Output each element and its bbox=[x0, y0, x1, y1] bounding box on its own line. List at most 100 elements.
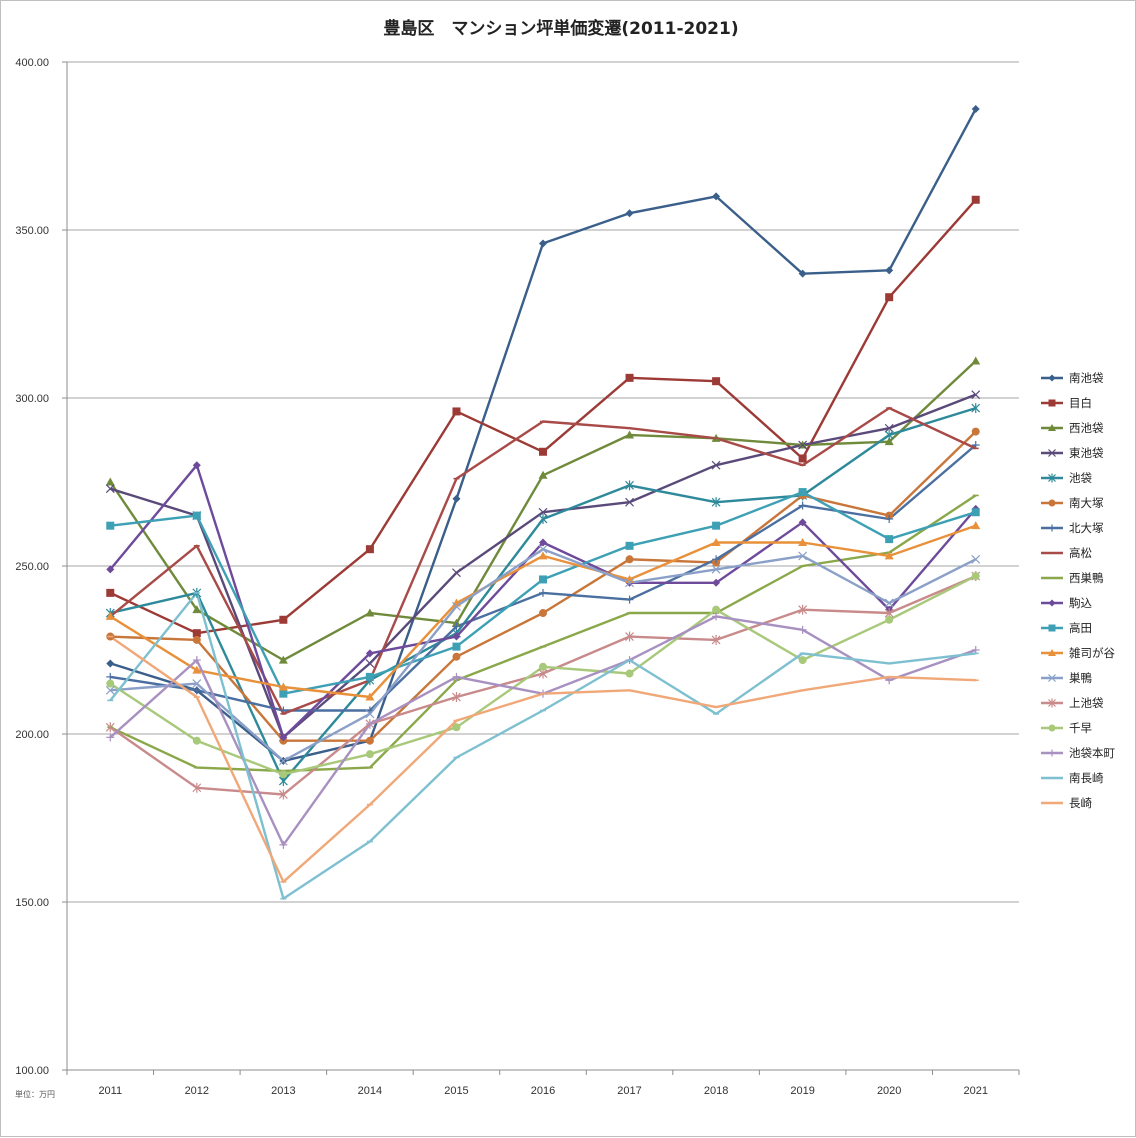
legend-item: 西池袋 bbox=[1041, 421, 1104, 435]
chart-title: 豊島区 マンション坪単価変遷(2011-2021) bbox=[383, 18, 738, 39]
data-point bbox=[712, 192, 721, 201]
legend-item: 雑司が谷 bbox=[1041, 646, 1115, 660]
x-tick-label: 2011 bbox=[98, 1085, 122, 1097]
data-point bbox=[625, 497, 634, 507]
series-marker-group bbox=[106, 195, 980, 638]
data-point bbox=[712, 578, 721, 587]
data-point bbox=[192, 635, 201, 644]
x-tick-label: 2017 bbox=[617, 1085, 641, 1097]
legend-swatch-marker bbox=[1048, 399, 1056, 407]
data-point bbox=[538, 513, 548, 524]
x-axis-tick-labels: 2011 2012 2013 2014 2015 2016 2017 2018 2019 2020… bbox=[98, 1085, 988, 1097]
data-point bbox=[884, 423, 894, 433]
legend-swatch-marker bbox=[1048, 524, 1056, 532]
data-point bbox=[625, 541, 634, 550]
legend-label: 目白 bbox=[1069, 396, 1092, 410]
legend-item: 駒込 bbox=[1041, 596, 1092, 610]
data-point bbox=[971, 403, 981, 414]
marker-stroke bbox=[625, 497, 634, 507]
legend-item: 巣鴨 bbox=[1041, 671, 1092, 685]
data-point bbox=[452, 723, 461, 732]
data-point bbox=[885, 266, 894, 275]
data-point bbox=[798, 537, 808, 546]
data-point bbox=[106, 659, 115, 668]
x-tick-label: 2016 bbox=[531, 1085, 555, 1097]
data-point bbox=[538, 544, 548, 554]
data-point bbox=[192, 782, 202, 793]
data-point bbox=[711, 537, 721, 546]
data-point bbox=[539, 538, 547, 547]
data-point bbox=[105, 685, 115, 695]
data-point bbox=[105, 722, 115, 733]
data-point bbox=[798, 551, 808, 561]
legend-swatch-marker bbox=[1048, 424, 1056, 431]
data-point bbox=[798, 656, 807, 665]
data-point bbox=[712, 612, 721, 621]
data-point bbox=[971, 572, 980, 581]
data-point bbox=[365, 736, 374, 745]
data-point bbox=[106, 672, 115, 681]
marker-stroke bbox=[798, 440, 808, 450]
data-point bbox=[192, 736, 201, 745]
data-point bbox=[539, 447, 547, 456]
data-point bbox=[452, 642, 461, 651]
data-point bbox=[278, 756, 288, 766]
data-point bbox=[365, 649, 374, 658]
data-point bbox=[971, 105, 980, 114]
data-point bbox=[798, 518, 807, 527]
data-point bbox=[279, 733, 288, 742]
marker-stroke bbox=[1048, 674, 1056, 682]
data-point bbox=[884, 598, 894, 608]
data-point bbox=[192, 461, 201, 470]
marker-stroke bbox=[1048, 449, 1056, 457]
y-axis-tick-labels: 100.00 150.00 200.00 250.00 300.00 350.00 400.… bbox=[15, 57, 49, 1077]
data-point bbox=[452, 407, 461, 416]
legend-item: 南長崎 bbox=[1041, 771, 1104, 785]
data-point bbox=[884, 551, 894, 560]
data-point bbox=[106, 521, 115, 530]
marker-stroke bbox=[105, 685, 115, 695]
data-point bbox=[278, 789, 288, 800]
legend-item: 南大塚 bbox=[1041, 496, 1104, 510]
data-point bbox=[971, 508, 980, 517]
x-tick-label: 2019 bbox=[790, 1085, 814, 1097]
marker-stroke bbox=[278, 756, 288, 766]
data-point bbox=[884, 429, 894, 440]
data-point bbox=[712, 555, 721, 564]
series-marker-group bbox=[106, 441, 980, 715]
data-point bbox=[192, 511, 201, 520]
x-tick-label: 2013 bbox=[271, 1085, 295, 1097]
data-point bbox=[365, 719, 374, 728]
legend-label: 千早 bbox=[1069, 721, 1092, 735]
data-point bbox=[192, 656, 201, 665]
data-point bbox=[279, 615, 288, 624]
legend-swatch-marker bbox=[1048, 499, 1056, 507]
marker-stroke bbox=[884, 598, 894, 608]
data-point bbox=[885, 615, 894, 624]
legend-item: 南池袋 bbox=[1041, 371, 1104, 385]
data-point bbox=[105, 484, 115, 494]
x-tick-label: 2021 bbox=[963, 1085, 987, 1097]
data-point bbox=[192, 665, 202, 674]
x-tick-label: 2012 bbox=[185, 1085, 209, 1097]
series-markers bbox=[105, 105, 981, 900]
legend-swatch-marker bbox=[1048, 724, 1056, 732]
data-point bbox=[971, 356, 981, 365]
data-point bbox=[279, 689, 288, 698]
axes bbox=[62, 61, 1020, 1075]
data-point bbox=[798, 501, 807, 510]
x-tick-label: 2020 bbox=[877, 1085, 901, 1097]
unit-note: 単位：万円 bbox=[15, 1089, 55, 1099]
legend-item: 東池袋 bbox=[1041, 446, 1104, 460]
legend-item: 上池袋 bbox=[1041, 696, 1104, 710]
data-point bbox=[625, 595, 634, 604]
data-point bbox=[971, 521, 981, 530]
marker-stroke bbox=[538, 507, 548, 517]
legend-label: 東池袋 bbox=[1069, 446, 1104, 460]
data-point bbox=[452, 494, 461, 503]
data-point bbox=[278, 682, 288, 691]
data-point bbox=[278, 655, 288, 664]
legend-label: 駒込 bbox=[1069, 596, 1092, 610]
data-point bbox=[106, 679, 115, 688]
